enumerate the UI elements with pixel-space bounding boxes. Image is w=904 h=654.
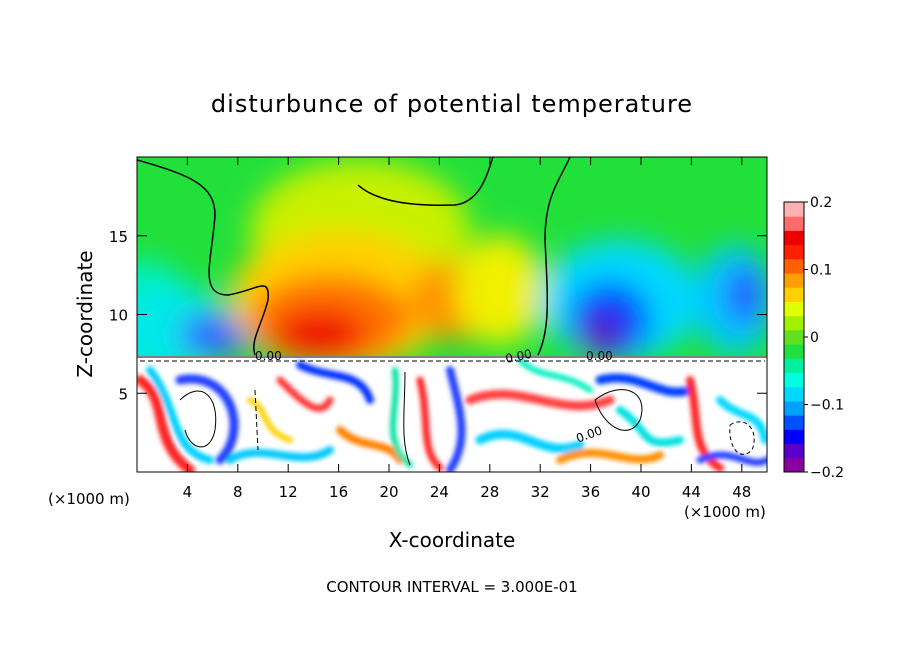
colorbar-swatch [784, 301, 804, 317]
colorbar-tick-label: −0.2 [810, 465, 844, 481]
y-tick-label: 10 [109, 307, 128, 325]
x-tick-label: 48 [732, 483, 751, 501]
y-tick-label: 5 [118, 385, 128, 403]
x-tick-label: 44 [682, 483, 701, 501]
colorbar-swatch [784, 372, 804, 388]
y-axis-label: Z-coordinate [73, 250, 97, 377]
lower-field [137, 356, 767, 472]
contour-label: 0.00 [504, 347, 533, 366]
x-unit-right: (×1000 m) [684, 503, 766, 521]
x-tick-label: 32 [531, 483, 550, 501]
colorbar-swatch [784, 443, 804, 459]
x-tick-label: 36 [581, 483, 600, 501]
colorbar-swatch [784, 457, 804, 473]
colorbar-tick-label: 0.2 [810, 195, 832, 211]
x-axis: 4 8 12 16 20 24 28 32 36 40 44 48 [183, 157, 751, 501]
x-tick-label: 16 [329, 483, 348, 501]
colorbar-swatch [784, 230, 804, 246]
contour-lines [137, 157, 767, 466]
x-axis-label: X-coordinate [389, 528, 516, 552]
colorbar-swatch [784, 400, 804, 416]
colorbar-tick-label: 0.1 [810, 263, 832, 279]
colorbar-tick-label: −0.1 [810, 398, 844, 414]
colorbar-swatch [784, 415, 804, 430]
y-tick-label: 15 [109, 228, 128, 246]
colorbar-tick-label: 0 [810, 330, 819, 346]
y-axis: 5 10 15 [109, 228, 767, 403]
colorbar-swatch [784, 287, 804, 302]
colorbar-swatch [784, 258, 804, 274]
colorbar-swatch [784, 202, 804, 217]
colorbar-swatch [784, 244, 804, 260]
colorbar-swatch [784, 358, 804, 374]
contour-label: 0.00 [586, 349, 613, 363]
x-tick-label: 24 [430, 483, 449, 501]
x-tick-label: 4 [183, 483, 193, 501]
x-unit-left: (×1000 m) [48, 490, 130, 508]
contour-interval-note: CONTOUR INTERVAL = 3.000E-01 [326, 578, 577, 596]
x-tick-label: 20 [379, 483, 398, 501]
upper-field [137, 157, 767, 356]
contour-label: 0.00 [255, 349, 282, 363]
x-tick-label: 40 [631, 483, 650, 501]
colorbar-swatch [784, 329, 804, 345]
x-tick-label: 12 [279, 483, 298, 501]
colorbar-swatch [784, 429, 804, 445]
x-tick-label: 28 [480, 483, 499, 501]
colorbar-swatch [784, 273, 804, 288]
colorbar-swatch [784, 315, 804, 331]
x-tick-label: 8 [233, 483, 243, 501]
chart-title: disturbunce of potential temperature [211, 90, 693, 118]
colorbar: 0.2 0.1 0 −0.1 −0.2 [783, 195, 844, 481]
colorbar-swatch [784, 216, 804, 231]
colorbar-swatch [784, 344, 804, 359]
colorbar-swatch [784, 386, 804, 402]
